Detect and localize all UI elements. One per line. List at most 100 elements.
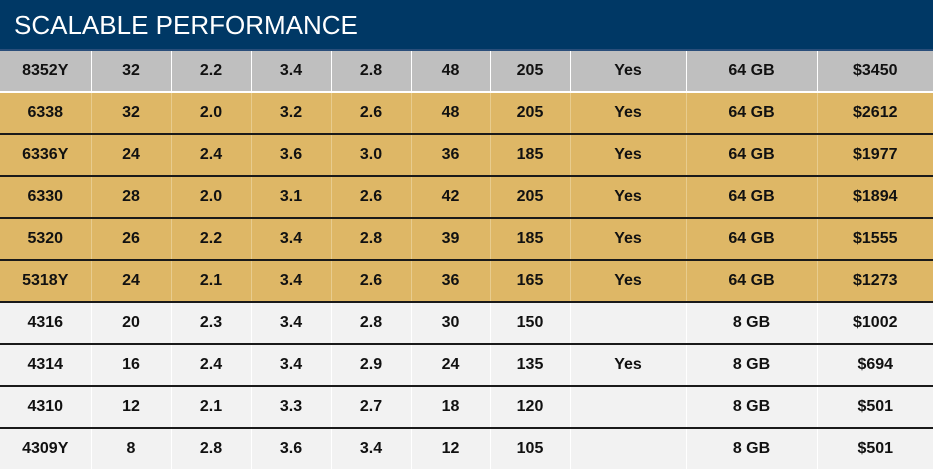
table-row: 4310 12 2.1 3.3 2.7 18 120 8 GB $501 xyxy=(0,386,933,429)
cores-cell: 20 xyxy=(91,302,172,345)
feature-cell: Yes xyxy=(570,51,687,93)
model-cell: 5320 xyxy=(0,218,92,261)
base-freq-cell: 2.2 xyxy=(171,51,252,93)
all-core-freq-cell: 2.8 xyxy=(331,302,412,345)
memory-cell: 64 GB xyxy=(686,218,818,261)
base-freq-cell: 2.1 xyxy=(171,260,252,303)
tdp-cell: 120 xyxy=(490,386,571,429)
all-core-freq-cell: 2.6 xyxy=(331,176,412,219)
memory-cell: 64 GB xyxy=(686,51,818,93)
all-core-freq-cell: 2.8 xyxy=(331,51,412,93)
model-cell: 6330 xyxy=(0,176,92,219)
all-core-freq-cell: 2.7 xyxy=(331,386,412,429)
cache-cell: 36 xyxy=(411,260,491,303)
memory-cell: 64 GB xyxy=(686,92,818,135)
turbo-freq-cell: 3.6 xyxy=(251,428,332,469)
all-core-freq-cell: 3.4 xyxy=(331,428,412,469)
price-cell: $694 xyxy=(817,344,933,387)
tdp-cell: 135 xyxy=(490,344,571,387)
table-row: 8352Y 32 2.2 3.4 2.8 48 205 Yes 64 GB $3450 xyxy=(0,51,933,93)
all-core-freq-cell: 2.6 xyxy=(331,260,412,303)
cache-cell: 30 xyxy=(411,302,491,345)
base-freq-cell: 2.8 xyxy=(171,428,252,469)
cores-cell: 16 xyxy=(91,344,172,387)
price-cell: $501 xyxy=(817,386,933,429)
base-freq-cell: 2.1 xyxy=(171,386,252,429)
cores-cell: 32 xyxy=(91,92,172,135)
tdp-cell: 205 xyxy=(490,176,571,219)
turbo-freq-cell: 3.4 xyxy=(251,344,332,387)
price-cell: $2612 xyxy=(817,92,933,135)
tdp-cell: 165 xyxy=(490,260,571,303)
cores-cell: 24 xyxy=(91,134,172,177)
model-cell: 4316 xyxy=(0,302,92,345)
feature-cell: Yes xyxy=(570,134,687,177)
model-cell: 8352Y xyxy=(0,51,92,93)
base-freq-cell: 2.4 xyxy=(171,344,252,387)
all-core-freq-cell: 2.8 xyxy=(331,218,412,261)
memory-cell: 8 GB xyxy=(686,428,818,469)
base-freq-cell: 2.0 xyxy=(171,176,252,219)
model-cell: 5318Y xyxy=(0,260,92,303)
model-cell: 4310 xyxy=(0,386,92,429)
tdp-cell: 185 xyxy=(490,134,571,177)
all-core-freq-cell: 3.0 xyxy=(331,134,412,177)
tdp-cell: 105 xyxy=(490,428,571,469)
all-core-freq-cell: 2.6 xyxy=(331,92,412,135)
table-row: 4316 20 2.3 3.4 2.8 30 150 8 GB $1002 xyxy=(0,302,933,345)
model-cell: 4314 xyxy=(0,344,92,387)
turbo-freq-cell: 3.6 xyxy=(251,134,332,177)
cores-cell: 12 xyxy=(91,386,172,429)
base-freq-cell: 2.0 xyxy=(171,92,252,135)
feature-cell xyxy=(570,428,687,469)
table-row: 6330 28 2.0 3.1 2.6 42 205 Yes 64 GB $1894 xyxy=(0,176,933,219)
cache-cell: 42 xyxy=(411,176,491,219)
cache-cell: 48 xyxy=(411,51,491,93)
memory-cell: 64 GB xyxy=(686,134,818,177)
feature-cell: Yes xyxy=(570,218,687,261)
turbo-freq-cell: 3.4 xyxy=(251,218,332,261)
price-cell: $1894 xyxy=(817,176,933,219)
price-cell: $501 xyxy=(817,428,933,469)
cores-cell: 24 xyxy=(91,260,172,303)
table-row: 4314 16 2.4 3.4 2.9 24 135 Yes 8 GB $694 xyxy=(0,344,933,387)
memory-cell: 64 GB xyxy=(686,176,818,219)
price-cell: $1273 xyxy=(817,260,933,303)
table-row: 4309Y 8 2.8 3.6 3.4 12 105 8 GB $501 xyxy=(0,428,933,469)
feature-cell: Yes xyxy=(570,176,687,219)
base-freq-cell: 2.3 xyxy=(171,302,252,345)
table-row: 6338 32 2.0 3.2 2.6 48 205 Yes 64 GB $2612 xyxy=(0,92,933,135)
feature-cell xyxy=(570,386,687,429)
table-header-banner: SCALABLE PERFORMANCE xyxy=(0,0,933,51)
memory-cell: 64 GB xyxy=(686,260,818,303)
cache-cell: 24 xyxy=(411,344,491,387)
price-cell: $1555 xyxy=(817,218,933,261)
model-cell: 6336Y xyxy=(0,134,92,177)
tdp-cell: 205 xyxy=(490,51,571,93)
table-title: SCALABLE PERFORMANCE xyxy=(14,10,358,40)
price-cell: $1977 xyxy=(817,134,933,177)
turbo-freq-cell: 3.1 xyxy=(251,176,332,219)
cache-cell: 36 xyxy=(411,134,491,177)
tdp-cell: 205 xyxy=(490,92,571,135)
feature-cell xyxy=(570,302,687,345)
model-cell: 6338 xyxy=(0,92,92,135)
memory-cell: 8 GB xyxy=(686,302,818,345)
cores-cell: 26 xyxy=(91,218,172,261)
turbo-freq-cell: 3.4 xyxy=(251,51,332,93)
processor-spec-table: 8352Y 32 2.2 3.4 2.8 48 205 Yes 64 GB $3450 6338 32… xyxy=(0,51,933,469)
memory-cell: 8 GB xyxy=(686,344,818,387)
tdp-cell: 185 xyxy=(490,218,571,261)
feature-cell: Yes xyxy=(570,92,687,135)
base-freq-cell: 2.4 xyxy=(171,134,252,177)
cache-cell: 48 xyxy=(411,92,491,135)
turbo-freq-cell: 3.4 xyxy=(251,260,332,303)
tdp-cell: 150 xyxy=(490,302,571,345)
table-row: 5320 26 2.2 3.4 2.8 39 185 Yes 64 GB $1555 xyxy=(0,218,933,261)
turbo-freq-cell: 3.3 xyxy=(251,386,332,429)
cores-cell: 28 xyxy=(91,176,172,219)
table-row: 6336Y 24 2.4 3.6 3.0 36 185 Yes 64 GB $1977 xyxy=(0,134,933,177)
turbo-freq-cell: 3.2 xyxy=(251,92,332,135)
cores-cell: 32 xyxy=(91,51,172,93)
feature-cell: Yes xyxy=(570,344,687,387)
